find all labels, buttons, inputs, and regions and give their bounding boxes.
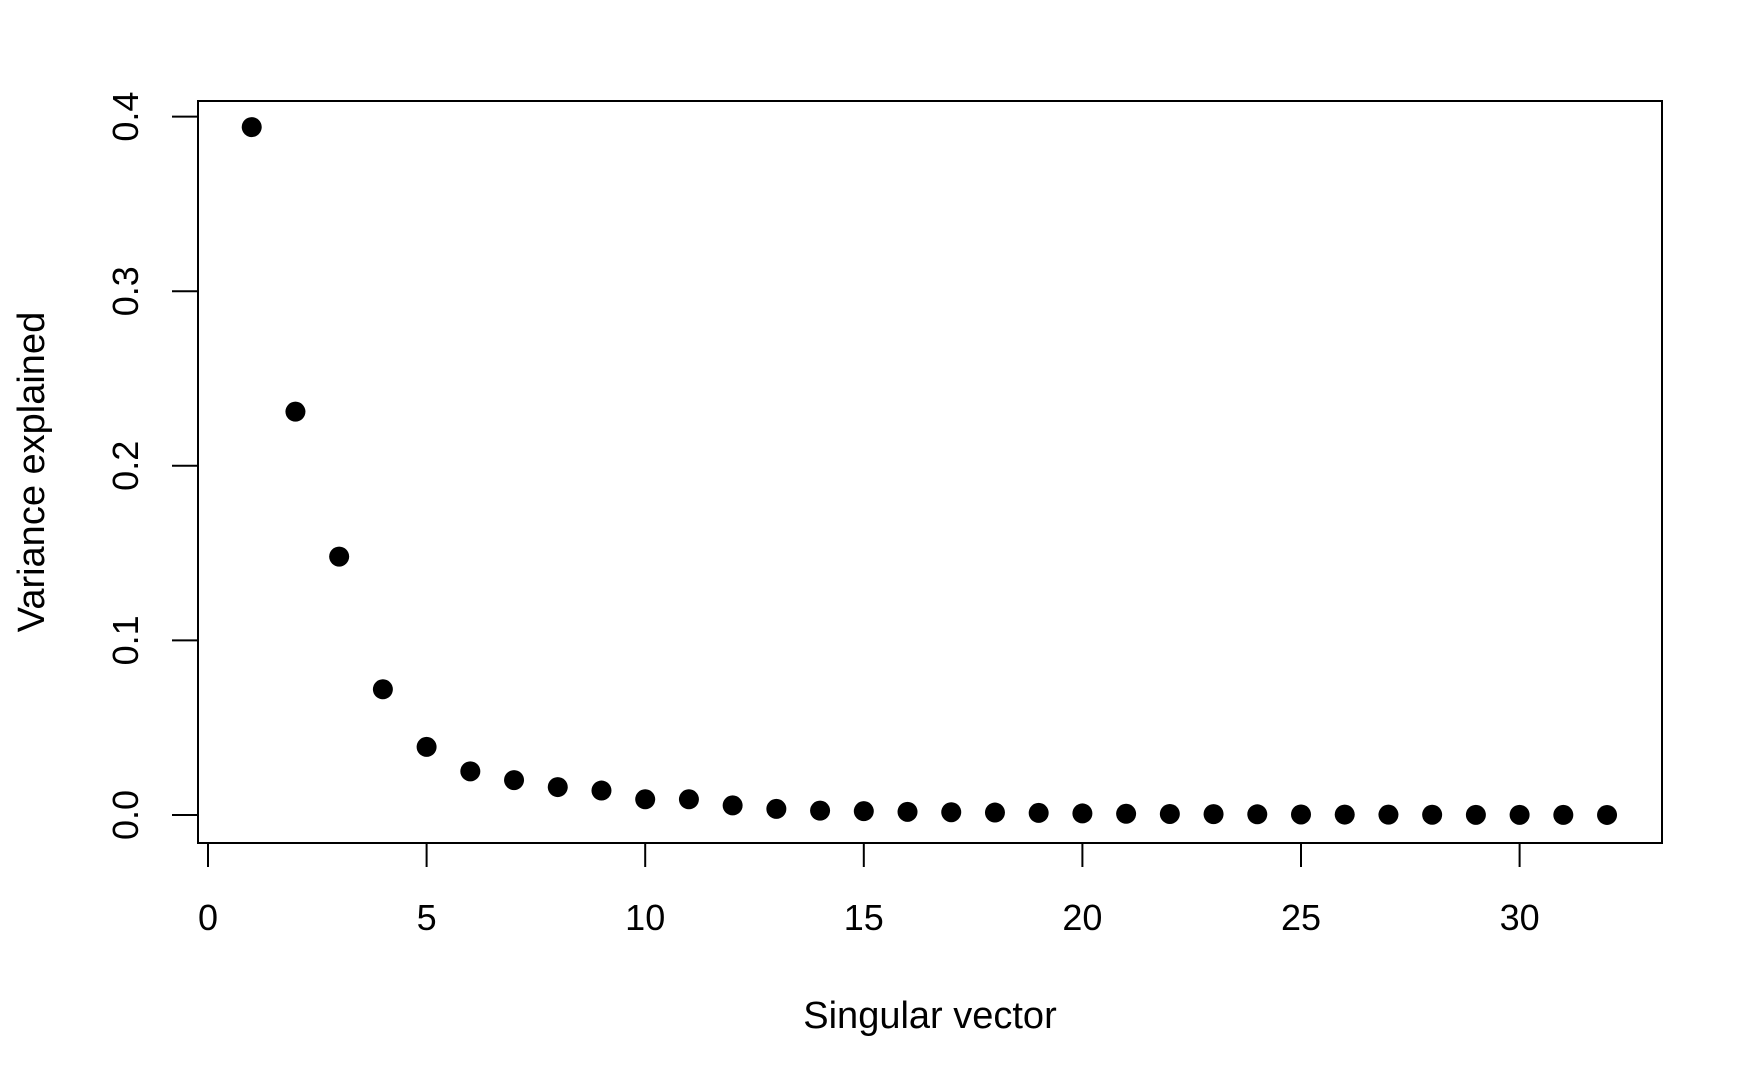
y-tick-label-2: 0.2 <box>105 441 146 491</box>
data-point-0-27 <box>1422 804 1443 825</box>
data-point-0-6 <box>504 770 525 791</box>
data-point-0-12 <box>766 798 787 819</box>
x-tick-label-0: 0 <box>198 897 218 938</box>
data-point-0-2 <box>329 546 350 567</box>
data-point-0-9 <box>635 789 656 810</box>
plot-frame <box>197 100 1663 844</box>
data-point-0-14 <box>853 801 874 822</box>
x-tick-label-3: 15 <box>844 897 884 938</box>
data-point-0-15 <box>897 801 918 822</box>
x-axis-title: Singular vector <box>803 995 1057 1037</box>
y-tick-label-0: 0.0 <box>105 790 146 840</box>
data-point-0-22 <box>1203 804 1224 825</box>
data-point-0-24 <box>1291 804 1311 825</box>
data-point-0-16 <box>941 802 962 823</box>
data-point-0-3 <box>372 679 393 700</box>
x-tick-label-1: 5 <box>417 897 437 938</box>
x-tick-label-6: 30 <box>1500 897 1540 938</box>
y-axis-title: Variance explained <box>11 312 53 632</box>
data-point-0-0 <box>241 117 262 138</box>
data-point-0-21 <box>1159 803 1180 824</box>
data-point-0-17 <box>984 802 1005 823</box>
y-axis: 0.0 0.1 0.2 0.3 0.4 <box>105 92 199 840</box>
data-point-0-7 <box>547 777 568 798</box>
data-point-0-26 <box>1378 804 1399 825</box>
data-points <box>241 117 1618 825</box>
data-point-0-30 <box>1553 804 1574 825</box>
data-point-0-13 <box>810 800 831 821</box>
data-point-0-25 <box>1334 804 1355 825</box>
x-tick-label-5: 25 <box>1281 897 1321 938</box>
data-point-0-5 <box>460 761 481 782</box>
data-point-0-18 <box>1028 802 1049 823</box>
x-axis: 0 5 10 15 20 25 30 <box>198 842 1540 938</box>
data-point-0-28 <box>1465 804 1486 825</box>
data-point-0-19 <box>1072 803 1093 824</box>
x-tick-label-4: 20 <box>1062 897 1102 938</box>
y-tick-label-4: 0.4 <box>105 92 146 142</box>
data-point-0-10 <box>678 789 699 810</box>
y-tick-label-1: 0.1 <box>105 615 146 665</box>
data-point-0-11 <box>722 795 743 816</box>
data-point-0-1 <box>285 401 306 422</box>
data-point-0-23 <box>1247 804 1268 825</box>
data-point-0-29 <box>1509 804 1530 825</box>
y-tick-label-3: 0.3 <box>105 266 146 316</box>
data-point-0-20 <box>1116 803 1137 824</box>
x-tick-label-2: 10 <box>625 897 665 938</box>
data-point-0-4 <box>416 736 437 757</box>
data-point-0-8 <box>591 780 612 801</box>
data-point-0-31 <box>1597 804 1618 825</box>
